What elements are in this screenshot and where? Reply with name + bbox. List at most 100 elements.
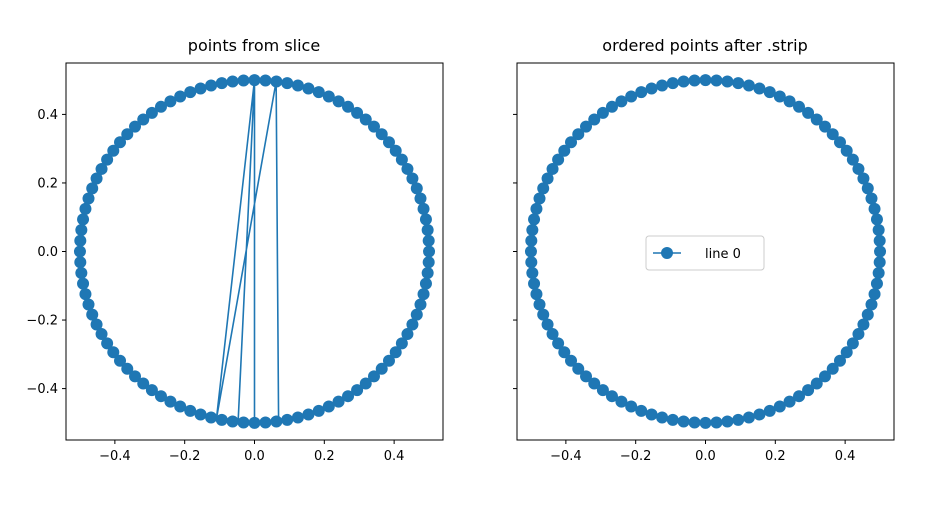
data-point [281,77,294,90]
data-point [259,416,272,429]
data-point [810,377,823,390]
right-plot-area [524,74,887,429]
data-point [552,153,565,166]
x-tick-label: 0.2 [314,449,335,464]
data-point [86,182,99,195]
data-point [410,182,423,195]
data-point [537,308,550,321]
data-point [783,95,796,108]
data-point [572,362,585,375]
data-point [422,234,435,247]
data-point [721,415,734,428]
data-point [565,354,578,367]
data-point [656,79,669,92]
data-point [558,346,571,359]
data-point [86,308,99,321]
data-point [677,415,690,428]
data-point [74,256,87,269]
data-point [375,128,388,141]
data-point [625,90,638,103]
data-point [596,384,609,397]
data-point [530,288,543,301]
data-point [524,245,537,258]
data-point [857,172,870,185]
data-point [248,416,261,429]
data-point [421,224,434,237]
data-point [541,172,554,185]
data-point [82,192,95,205]
x-tick-label: −0.2 [620,449,652,464]
data-point [635,404,648,417]
data-point [865,298,878,311]
data-point [389,346,402,359]
data-point [868,202,881,215]
data-point [526,224,539,237]
data-point [77,277,90,290]
data-point [677,75,690,88]
data-point [121,362,134,375]
data-point [615,395,628,408]
data-point [312,404,325,417]
data-point [742,79,755,92]
data-point [846,153,859,166]
data-point [874,245,887,258]
data-point [237,416,250,429]
data-point [382,136,395,149]
y-tick-label: 0.4 [37,108,58,123]
data-point [872,224,885,237]
data-point [145,106,158,119]
data-point [525,256,538,269]
data-point [868,288,881,301]
data-point [537,182,550,195]
data-point [107,144,120,157]
data-point [810,113,823,126]
data-point [237,74,250,87]
data-point [615,95,628,108]
data-point [184,404,197,417]
data-point [145,384,158,397]
data-point [753,408,766,421]
data-point [270,415,283,428]
data-point [389,144,402,157]
data-point [533,192,546,205]
data-point [270,75,283,88]
data-point [194,408,207,421]
data-point [852,328,865,341]
x-tick-label: 0.4 [384,449,405,464]
data-point [401,162,414,175]
data-point [710,74,723,87]
y-tick-label: −0.4 [26,382,58,397]
data-point [596,106,609,119]
data-point [710,416,723,429]
data-point [215,413,228,426]
data-point [826,128,839,141]
data-point [302,408,315,421]
data-point [77,213,90,226]
data-point [419,277,432,290]
data-point [588,113,601,126]
data-point [101,153,114,166]
data-point [137,377,150,390]
left-chart-title: points from slice [188,36,320,55]
x-tick-label: −0.4 [550,449,582,464]
data-point [114,354,127,367]
data-point [367,120,380,133]
data-point [645,408,658,421]
data-point [753,82,766,95]
data-point [101,337,114,350]
data-point [546,162,559,175]
data-point [872,266,885,279]
data-point [351,384,364,397]
data-point [802,384,815,397]
data-point [763,86,776,99]
data-point [414,298,427,311]
data-point [107,346,120,359]
data-point [205,79,218,92]
y-tick-label: 0.2 [37,176,58,191]
data-point [154,390,167,403]
legend: line 0 [645,235,765,271]
data-point [215,77,228,90]
data-point [79,288,92,301]
data-point [793,100,806,113]
